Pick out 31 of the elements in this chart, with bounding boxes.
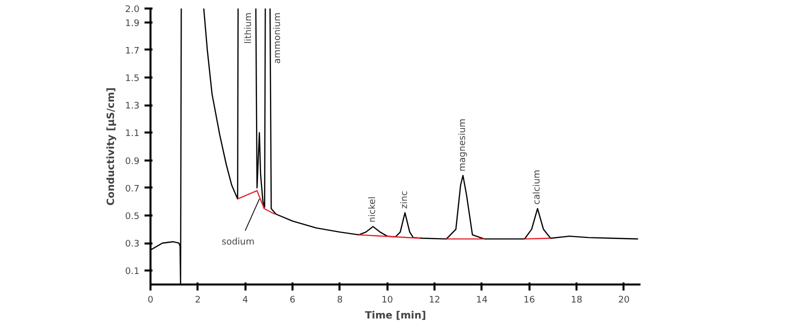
y-tick-label: 2.0 [125, 5, 140, 15]
x-tick-label: 14 [476, 296, 488, 306]
y-tick-label: 0.7 [125, 184, 140, 194]
x-tick-label: 18 [570, 296, 583, 306]
y-axis-title: Conductivity [µS/cm] [106, 87, 118, 206]
x-axis-title: Time [min] [364, 310, 426, 322]
x-tick-label: 6 [290, 296, 296, 306]
x-tick-label: 10 [381, 296, 394, 306]
y-tick-label: 1.5 [125, 74, 140, 84]
y-tick-label: 0.3 [125, 240, 140, 250]
annotation: calcium [532, 170, 543, 205]
y-tick-label: 1.3 [125, 102, 140, 112]
x-tick-label: 8 [337, 296, 344, 306]
y-tick-label: 1.7 [125, 46, 140, 56]
y-tick-label: 1.1 [125, 129, 140, 140]
annotation: nickel [368, 196, 378, 223]
y-tick-label: 0.5 [125, 212, 140, 222]
x-tick-label: 2 [194, 296, 201, 306]
y-tick-label: 0.9 [125, 156, 140, 167]
annotation: magnesium [458, 118, 468, 172]
annotation: sodium [222, 238, 255, 248]
x-tick-label: 16 [524, 296, 536, 306]
x-tick-label: 4 [242, 296, 248, 306]
annotation: zinc [400, 190, 410, 209]
x-tick-label: 20 [618, 296, 630, 306]
annotation: lithium [244, 12, 254, 44]
x-tick-label: 0 [148, 296, 154, 306]
y-tick-label: 0.1 [125, 267, 140, 278]
annotation: ammonium [273, 12, 284, 64]
y-tick-label: 1.9 [125, 18, 140, 29]
x-tick-label: 12 [428, 296, 440, 306]
